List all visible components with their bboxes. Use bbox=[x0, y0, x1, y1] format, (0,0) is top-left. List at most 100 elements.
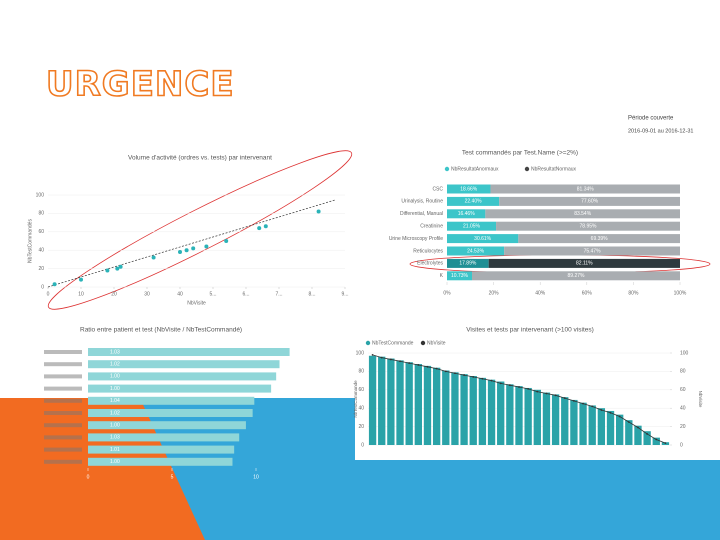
line-point bbox=[600, 409, 603, 411]
bar-segment bbox=[447, 209, 486, 219]
y2-tick-label: 80 bbox=[680, 369, 686, 375]
x-axis-label: NbVisite bbox=[187, 300, 206, 306]
line-point bbox=[618, 415, 621, 418]
line-point bbox=[563, 397, 566, 399]
x-tick-label: 0 bbox=[87, 474, 90, 480]
data-label: 24.53% bbox=[467, 248, 485, 254]
data-label: 10.73% bbox=[451, 273, 469, 279]
x-tick-label: 9... bbox=[342, 291, 349, 297]
bar-segment bbox=[447, 246, 505, 256]
data-label: 1.01 bbox=[110, 447, 120, 453]
y2-tick-label: 0 bbox=[680, 442, 683, 448]
line-point bbox=[444, 370, 447, 373]
category-label: Differential, Manual bbox=[400, 211, 443, 217]
data-label: 1.03 bbox=[110, 349, 120, 355]
category-label: K bbox=[440, 273, 444, 279]
line-point bbox=[380, 356, 383, 359]
category-label: Creatinine bbox=[420, 224, 443, 230]
x-tick-label: 80% bbox=[628, 290, 639, 296]
point bbox=[115, 266, 120, 271]
line-point bbox=[454, 372, 456, 375]
data-label: 1.00 bbox=[110, 386, 120, 392]
y2-axis-label: NbVisite bbox=[698, 391, 703, 408]
bar-segment bbox=[496, 221, 680, 231]
point bbox=[204, 244, 209, 249]
y-tick-label: 80 bbox=[38, 211, 44, 217]
bar bbox=[88, 445, 235, 454]
line-point bbox=[591, 405, 594, 408]
bar bbox=[634, 425, 642, 445]
bar bbox=[597, 408, 606, 445]
line-point bbox=[371, 353, 374, 356]
point bbox=[52, 282, 57, 287]
line-point bbox=[499, 382, 502, 385]
bar bbox=[616, 414, 624, 445]
x-tick-label: 0% bbox=[443, 290, 451, 296]
bar bbox=[88, 421, 246, 430]
line-point bbox=[417, 364, 420, 366]
legend-label: NbResultatNormaux bbox=[531, 166, 577, 172]
line-point bbox=[646, 433, 649, 435]
bar bbox=[88, 348, 290, 356]
bar bbox=[88, 384, 272, 393]
bar bbox=[551, 394, 560, 445]
line-point bbox=[536, 390, 539, 393]
line-point bbox=[481, 377, 484, 380]
bar bbox=[451, 372, 459, 445]
line-point bbox=[490, 379, 493, 382]
data-label: 1.04 bbox=[110, 398, 120, 404]
bar-segment bbox=[499, 196, 680, 206]
category-label-blur bbox=[44, 435, 82, 440]
point bbox=[105, 268, 110, 273]
bar-segment bbox=[447, 196, 500, 206]
data-label: 22.40% bbox=[465, 199, 483, 205]
bar bbox=[506, 384, 514, 445]
y-axis-label: NbTestCommandés bbox=[27, 219, 33, 263]
category-label-blur bbox=[44, 350, 82, 354]
x-tick-label: 10 bbox=[253, 474, 259, 480]
bar bbox=[432, 367, 441, 445]
data-label: 21.05% bbox=[463, 224, 481, 230]
x-tick-label: 40% bbox=[535, 290, 546, 296]
x-tick-label: 40 bbox=[177, 291, 183, 297]
line-point bbox=[545, 392, 548, 395]
bar-segment bbox=[485, 209, 680, 219]
bar bbox=[442, 370, 450, 445]
data-label: 16.46% bbox=[458, 211, 476, 217]
y2-tick-label: 100 bbox=[680, 350, 689, 356]
chart-title: Visites et tests par intervenant (>100 v… bbox=[466, 327, 594, 334]
category-label-blur bbox=[44, 411, 82, 415]
data-label: 1.00 bbox=[110, 423, 120, 429]
bar bbox=[570, 399, 578, 445]
highlight-ellipse bbox=[47, 150, 353, 310]
chart-title: Ratio entre patient et test (NbVisite / … bbox=[80, 327, 242, 334]
data-label: 77.60% bbox=[581, 199, 599, 205]
bar bbox=[423, 365, 432, 445]
line-point bbox=[399, 360, 401, 363]
period-label: Période couverte bbox=[628, 116, 674, 122]
x-tick-label: 10 bbox=[78, 291, 84, 297]
bar bbox=[469, 376, 477, 445]
bar bbox=[88, 396, 255, 405]
bar bbox=[588, 405, 596, 445]
data-label: 69.39% bbox=[591, 236, 609, 242]
data-label: 83.54% bbox=[574, 211, 592, 217]
data-label: 1.00 bbox=[110, 374, 120, 380]
point bbox=[263, 224, 268, 229]
point bbox=[178, 250, 182, 255]
x-tick-label: 20 bbox=[111, 291, 117, 297]
point bbox=[224, 239, 229, 243]
bar bbox=[579, 402, 587, 445]
legend-swatch bbox=[420, 340, 426, 346]
y-tick-label: 60 bbox=[358, 387, 364, 393]
legend-swatch bbox=[524, 166, 530, 172]
bar bbox=[88, 372, 277, 381]
line-point bbox=[582, 402, 584, 405]
point bbox=[257, 226, 262, 231]
legend-label: NbResultatAnormaux bbox=[451, 166, 499, 172]
y-tick-label: 20 bbox=[38, 266, 44, 272]
line-point bbox=[554, 394, 557, 397]
data-label: 78.95% bbox=[580, 224, 598, 230]
slide-title: URGENCE bbox=[46, 65, 235, 105]
